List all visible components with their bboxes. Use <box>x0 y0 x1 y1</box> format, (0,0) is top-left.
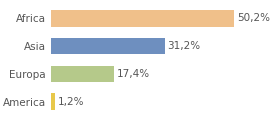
Text: 17,4%: 17,4% <box>117 69 150 79</box>
Text: 50,2%: 50,2% <box>237 13 270 23</box>
Bar <box>51 38 165 54</box>
Text: 31,2%: 31,2% <box>168 41 201 51</box>
Bar <box>51 10 234 27</box>
Text: 1,2%: 1,2% <box>58 97 85 107</box>
Bar <box>51 93 55 110</box>
Bar <box>51 66 114 82</box>
